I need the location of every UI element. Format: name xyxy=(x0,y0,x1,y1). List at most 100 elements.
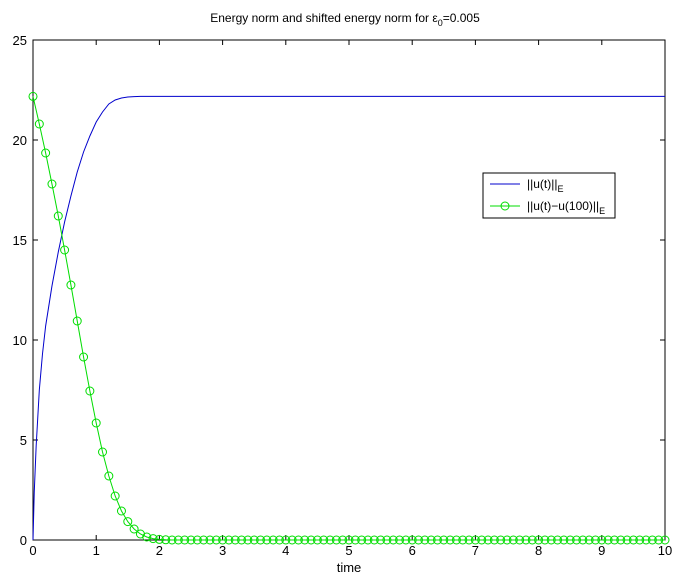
data-point xyxy=(34,119,44,129)
data-point xyxy=(60,245,70,255)
data-point xyxy=(641,535,651,545)
data-point xyxy=(603,535,613,545)
data-point xyxy=(553,535,563,545)
data-point xyxy=(376,535,386,545)
data-point xyxy=(142,532,152,542)
data-point xyxy=(293,535,303,545)
data-point xyxy=(338,535,348,545)
data-point xyxy=(414,535,424,545)
data-point xyxy=(546,535,556,545)
data-point xyxy=(445,535,455,545)
data-point xyxy=(72,316,82,326)
data-point xyxy=(224,535,234,545)
data-point xyxy=(628,535,638,545)
x-tick-label: 2 xyxy=(156,543,163,558)
data-point xyxy=(287,535,297,545)
data-point xyxy=(123,517,133,527)
data-point xyxy=(104,471,114,481)
data-point xyxy=(167,535,177,545)
legend-label-energy-norm: ||u(t)||E xyxy=(527,177,563,194)
data-point xyxy=(439,535,449,545)
data-point xyxy=(388,535,398,545)
data-point xyxy=(464,535,474,545)
data-point xyxy=(515,535,525,545)
y-tick-label: 15 xyxy=(13,233,27,248)
data-point xyxy=(230,535,240,545)
data-point xyxy=(635,535,645,545)
data-point xyxy=(559,535,569,545)
data-point xyxy=(173,535,183,545)
data-point xyxy=(256,535,266,545)
data-point xyxy=(622,535,632,545)
x-axis-label: time xyxy=(337,560,362,575)
data-point xyxy=(508,535,518,545)
data-point xyxy=(451,535,461,545)
data-point xyxy=(91,418,101,428)
x-tick-label: 6 xyxy=(409,543,416,558)
data-point xyxy=(609,535,619,545)
x-tick-label: 7 xyxy=(472,543,479,558)
data-point xyxy=(218,535,228,545)
data-point xyxy=(597,535,607,545)
data-point xyxy=(116,506,126,516)
data-point xyxy=(66,280,76,290)
data-point xyxy=(154,534,164,544)
data-point xyxy=(110,491,120,501)
data-point xyxy=(426,535,436,545)
data-point xyxy=(540,535,550,545)
data-point xyxy=(41,148,51,158)
data-point xyxy=(205,535,215,545)
data-point xyxy=(477,535,487,545)
data-point xyxy=(319,535,329,545)
data-point xyxy=(211,535,221,545)
x-tick-label: 1 xyxy=(93,543,100,558)
data-point xyxy=(584,535,594,545)
data-point xyxy=(401,535,411,545)
data-point xyxy=(483,535,493,545)
data-point xyxy=(534,535,544,545)
data-point xyxy=(407,535,417,545)
x-tick-label: 3 xyxy=(219,543,226,558)
data-point xyxy=(148,534,158,544)
series-line-0 xyxy=(32,95,665,541)
data-point xyxy=(369,535,379,545)
data-point xyxy=(654,535,664,545)
data-point xyxy=(161,535,171,545)
x-tick-label: 10 xyxy=(658,543,672,558)
plot-area xyxy=(32,39,666,541)
data-point xyxy=(350,535,360,545)
data-point xyxy=(281,535,291,545)
data-point xyxy=(274,535,284,545)
y-tick-label: 20 xyxy=(13,133,27,148)
data-point xyxy=(85,386,95,396)
data-point xyxy=(363,535,373,545)
data-point xyxy=(186,535,196,545)
data-point xyxy=(28,91,38,101)
data-point xyxy=(300,535,310,545)
data-point xyxy=(572,535,582,545)
data-point xyxy=(262,535,272,545)
series-layer xyxy=(28,91,670,545)
x-tick-label: 8 xyxy=(535,543,542,558)
chart-title: Energy norm and shifted energy norm for … xyxy=(210,11,480,28)
data-point xyxy=(129,524,139,534)
x-tick-label: 5 xyxy=(345,543,352,558)
data-point xyxy=(527,535,537,545)
data-point xyxy=(496,535,506,545)
data-point xyxy=(237,535,247,545)
data-point xyxy=(180,535,190,545)
data-point xyxy=(344,535,354,545)
data-point xyxy=(420,535,430,545)
data-point xyxy=(249,535,259,545)
legend: ||u(t)||E ||u(t)−u(100)||E xyxy=(482,172,616,219)
y-tick-label: 10 xyxy=(13,333,27,348)
axis-tick-labels: 0 1 2 3 4 5 6 7 8 9 10 0 5 10 15 20 25 xyxy=(13,33,673,558)
data-point xyxy=(489,535,499,545)
data-point xyxy=(331,535,341,545)
data-point xyxy=(395,535,405,545)
data-point xyxy=(199,535,209,545)
y-tick-label: 25 xyxy=(13,33,27,48)
data-point xyxy=(47,179,57,189)
x-tick-label: 4 xyxy=(282,543,289,558)
